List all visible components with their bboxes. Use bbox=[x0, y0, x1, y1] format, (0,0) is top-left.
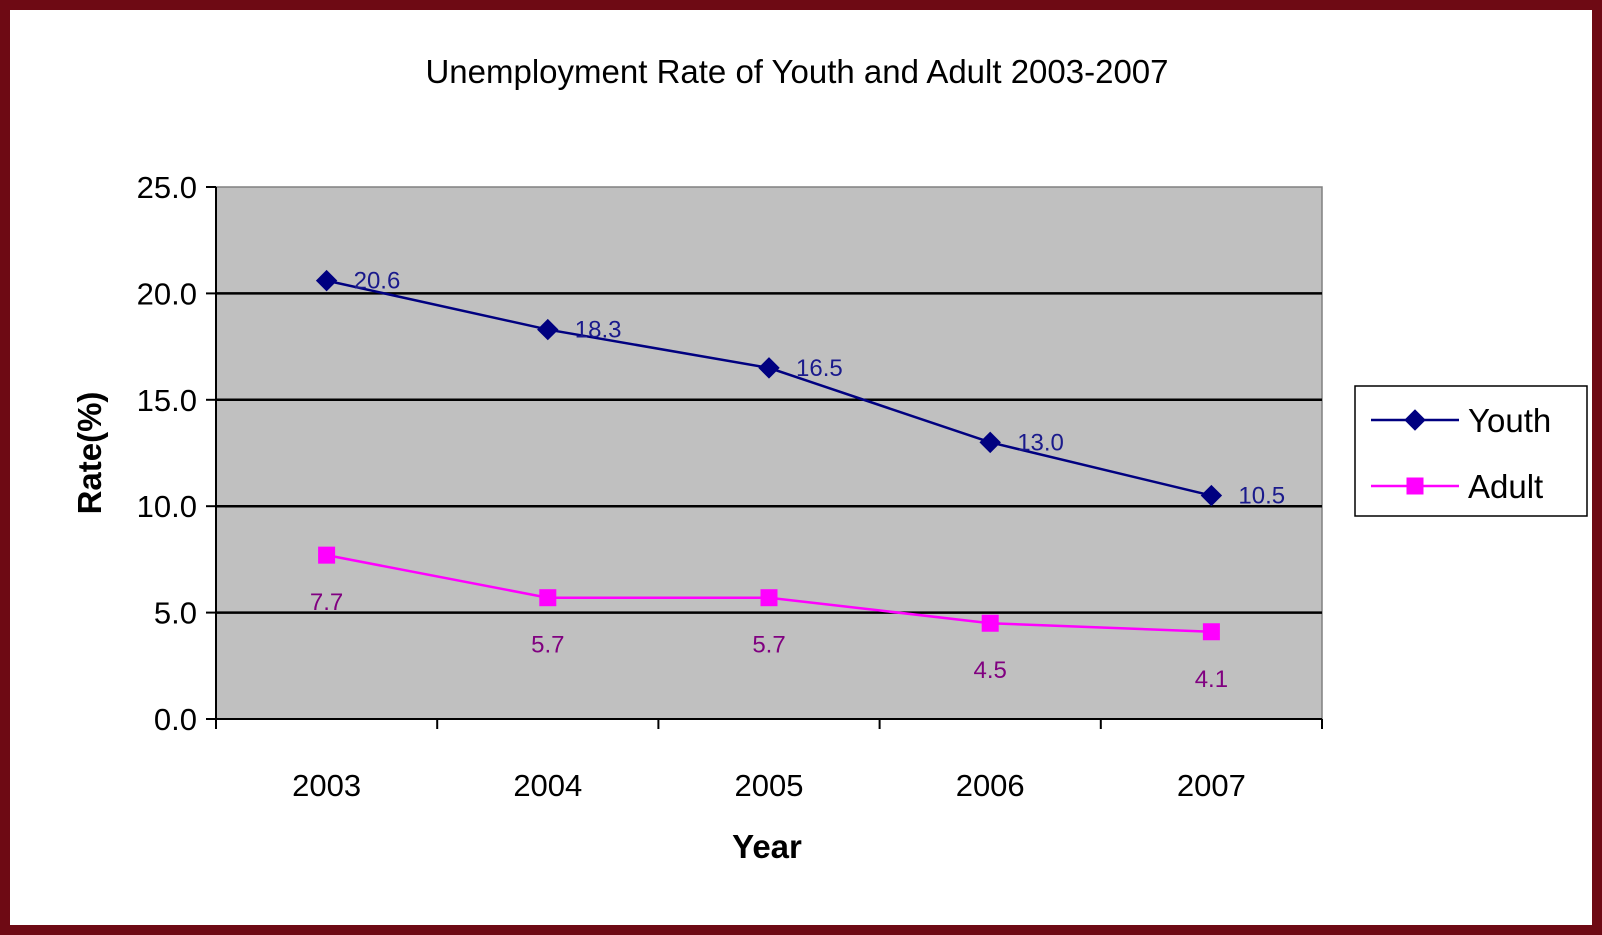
data-labels-layer: 20.6 18.3 16.5 13.0 10.5 7.7 5.7 5.7 4.5 4.1 bbox=[310, 268, 1285, 693]
y-tick-label: 10.0 bbox=[137, 489, 197, 524]
y-tick-label: 5.0 bbox=[154, 596, 197, 631]
youth-data-label: 10.5 bbox=[1238, 483, 1285, 510]
x-axis-ticks: 2003 2004 2005 2006 2007 bbox=[215, 719, 1323, 803]
legend-adult-label: Adult bbox=[1468, 468, 1543, 505]
y-tick-label: 0.0 bbox=[154, 702, 197, 737]
series-layer bbox=[315, 269, 1223, 641]
adult-point-2006 bbox=[981, 614, 999, 632]
adult-point-2005 bbox=[760, 589, 778, 607]
adult-point-2004 bbox=[539, 589, 557, 607]
adult-point-2003 bbox=[318, 546, 336, 564]
plot-area bbox=[215, 186, 1323, 720]
youth-point-2004 bbox=[537, 318, 559, 341]
line-chart: Unemployment Rate of Youth and Adult 200… bbox=[71, 53, 1588, 865]
y-axis-ticks: 0.0 5.0 10.0 15.0 20.0 25.0 bbox=[137, 170, 216, 737]
adult-data-label: 5.7 bbox=[752, 632, 785, 659]
adult-point-2007 bbox=[1202, 623, 1220, 641]
legend-youth-label: Youth bbox=[1468, 402, 1551, 439]
legend-youth-marker bbox=[1404, 409, 1426, 431]
adult-data-label: 5.7 bbox=[531, 632, 564, 659]
chart-title: Unemployment Rate of Youth and Adult 200… bbox=[425, 53, 1168, 90]
x-tick-label: 2005 bbox=[735, 768, 804, 803]
x-tick-label: 2003 bbox=[292, 768, 361, 803]
legend-adult-marker bbox=[1406, 477, 1424, 495]
youth-data-label: 20.6 bbox=[354, 268, 401, 295]
y-tick-label: 20.0 bbox=[137, 276, 197, 311]
youth-point-2005 bbox=[758, 357, 780, 379]
adult-data-label: 4.5 bbox=[974, 657, 1007, 684]
x-tick-label: 2004 bbox=[513, 768, 582, 803]
adult-data-label: 4.1 bbox=[1195, 666, 1228, 693]
legend: Youth Adult bbox=[1354, 385, 1588, 517]
youth-point-2006 bbox=[979, 431, 1001, 454]
gridlines bbox=[216, 292, 1322, 614]
x-tick-label: 2006 bbox=[956, 768, 1025, 803]
y-tick-label: 15.0 bbox=[137, 383, 197, 418]
x-tick-label: 2007 bbox=[1177, 768, 1246, 803]
axes bbox=[215, 187, 1322, 720]
y-axis-label: Rate(%) bbox=[71, 392, 108, 515]
youth-point-2007 bbox=[1200, 484, 1223, 507]
y-tick-label: 25.0 bbox=[137, 170, 197, 205]
youth-point-2003 bbox=[315, 269, 338, 292]
youth-data-label: 13.0 bbox=[1017, 429, 1064, 456]
x-axis-label: Year bbox=[732, 828, 802, 865]
youth-data-label: 18.3 bbox=[575, 317, 622, 344]
chart-frame: Unemployment Rate of Youth and Adult 200… bbox=[10, 10, 1592, 925]
youth-data-label: 16.5 bbox=[796, 355, 843, 382]
adult-data-label: 7.7 bbox=[310, 589, 343, 616]
legend-box bbox=[1354, 385, 1588, 517]
